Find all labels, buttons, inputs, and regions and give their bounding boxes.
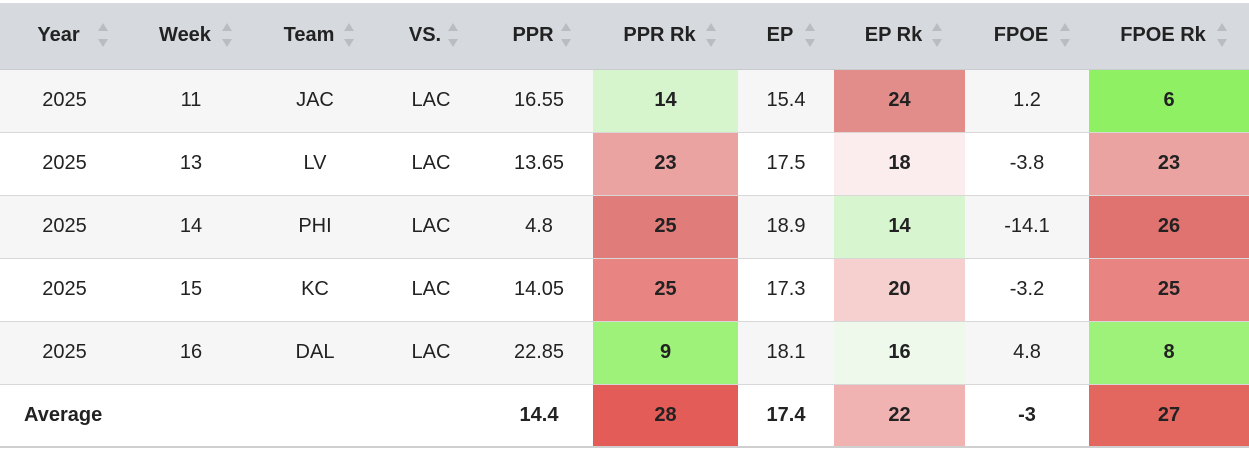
cell-year: 2025 [0, 321, 129, 385]
column-header-year[interactable]: Year [0, 3, 129, 70]
cell-vs: LAC [377, 69, 485, 133]
cell-ppr-rk: 14 [593, 69, 738, 133]
column-header-label: FPOE Rk [1120, 24, 1206, 47]
average-ppr-rk: 28 [593, 384, 738, 448]
cell-week: 13 [129, 132, 253, 196]
table-row: 2025 14 PHI LAC 4.8 25 18.9 14 -14.1 26 [0, 195, 1249, 259]
cell-fpoe-rk: 25 [1089, 258, 1249, 322]
cell-fpoe: -14.1 [965, 195, 1089, 259]
sort-arrows-icon[interactable] [448, 21, 458, 49]
cell-ep: 18.1 [738, 321, 834, 385]
cell-fpoe-rk: 26 [1089, 195, 1249, 259]
table-row: 2025 16 DAL LAC 22.85 9 18.1 16 4.8 8 [0, 321, 1249, 385]
average-row: Average 14.4 28 17.4 22 -3 27 [0, 384, 1249, 448]
column-header-fpoe-rk[interactable]: FPOE Rk [1089, 3, 1249, 70]
cell-fpoe-rk: 23 [1089, 132, 1249, 196]
cell-fpoe: 1.2 [965, 69, 1089, 133]
average-label: Average [0, 384, 485, 448]
sort-arrows-icon[interactable] [344, 21, 354, 49]
average-ep: 17.4 [738, 384, 834, 448]
cell-year: 2025 [0, 69, 129, 133]
sort-arrows-icon[interactable] [706, 21, 716, 49]
column-header-label: PPR Rk [623, 24, 696, 47]
column-header-label: EP Rk [864, 24, 923, 47]
column-header-ep-rk[interactable]: EP Rk [834, 3, 965, 70]
column-header-fpoe[interactable]: FPOE [965, 3, 1089, 70]
column-header-label: VS. [408, 24, 442, 47]
header-row: Year Week Team VS. PPR PPR Rk EP EP Rk FPOE FPOE … [0, 3, 1249, 70]
cell-team: LV [253, 132, 377, 196]
cell-ep-rk: 24 [834, 69, 965, 133]
table-row: 2025 15 KC LAC 14.05 25 17.3 20 -3.2 25 [0, 258, 1249, 322]
cell-fpoe: 4.8 [965, 321, 1089, 385]
cell-ep-rk: 18 [834, 132, 965, 196]
cell-ppr: 14.05 [485, 258, 593, 322]
cell-ppr: 16.55 [485, 69, 593, 133]
cell-team: KC [253, 258, 377, 322]
column-header-week[interactable]: Week [129, 3, 253, 70]
cell-ep: 18.9 [738, 195, 834, 259]
column-header-ppr-rk[interactable]: PPR Rk [593, 3, 738, 70]
cell-team: DAL [253, 321, 377, 385]
cell-ep: 15.4 [738, 69, 834, 133]
cell-vs: LAC [377, 321, 485, 385]
column-header-label: Team [283, 24, 335, 47]
cell-vs: LAC [377, 258, 485, 322]
sort-arrows-icon[interactable] [932, 21, 942, 49]
average-ppr: 14.4 [485, 384, 593, 448]
cell-ppr-rk: 9 [593, 321, 738, 385]
cell-ppr: 22.85 [485, 321, 593, 385]
cell-week: 16 [129, 321, 253, 385]
cell-vs: LAC [377, 195, 485, 259]
cell-fpoe: -3.8 [965, 132, 1089, 196]
table-header: Year Week Team VS. PPR PPR Rk EP EP Rk FPOE FPOE … [0, 3, 1249, 70]
column-header-label: Week [159, 24, 211, 47]
stats-table: Year Week Team VS. PPR PPR Rk EP EP Rk FPOE FPOE … [0, 3, 1249, 448]
cell-ep-rk: 20 [834, 258, 965, 322]
cell-year: 2025 [0, 258, 129, 322]
column-header-label: EP [766, 24, 794, 47]
column-header-label: PPR [512, 24, 554, 47]
cell-year: 2025 [0, 195, 129, 259]
cell-ppr: 13.65 [485, 132, 593, 196]
column-header-label: Year [37, 24, 80, 47]
cell-year: 2025 [0, 132, 129, 196]
average-fpoe-rk: 27 [1089, 384, 1249, 448]
cell-vs: LAC [377, 132, 485, 196]
sort-arrows-icon[interactable] [805, 21, 815, 49]
column-header-vs[interactable]: VS. [377, 3, 485, 70]
cell-ppr-rk: 25 [593, 258, 738, 322]
cell-ppr: 4.8 [485, 195, 593, 259]
sort-arrows-icon[interactable] [222, 21, 232, 49]
column-header-label: FPOE [993, 24, 1049, 47]
average-fpoe: -3 [965, 384, 1089, 448]
cell-ep-rk: 16 [834, 321, 965, 385]
cell-ep-rk: 14 [834, 195, 965, 259]
cell-week: 11 [129, 69, 253, 133]
cell-ep: 17.3 [738, 258, 834, 322]
sort-arrows-icon[interactable] [1060, 21, 1070, 49]
cell-team: JAC [253, 69, 377, 133]
cell-fpoe: -3.2 [965, 258, 1089, 322]
column-header-ppr[interactable]: PPR [485, 3, 593, 70]
column-header-team[interactable]: Team [253, 3, 377, 70]
cell-fpoe-rk: 8 [1089, 321, 1249, 385]
average-ep-rk: 22 [834, 384, 965, 448]
column-header-ep[interactable]: EP [738, 3, 834, 70]
cell-team: PHI [253, 195, 377, 259]
table-row: 2025 11 JAC LAC 16.55 14 15.4 24 1.2 6 [0, 69, 1249, 133]
sort-arrows-icon[interactable] [1217, 21, 1227, 49]
sort-arrows-icon[interactable] [98, 21, 108, 49]
table-body: 2025 11 JAC LAC 16.55 14 15.4 24 1.2 6 2025 13 LV LAC… [0, 69, 1249, 448]
sort-arrows-icon[interactable] [561, 21, 571, 49]
cell-week: 15 [129, 258, 253, 322]
cell-ep: 17.5 [738, 132, 834, 196]
cell-week: 14 [129, 195, 253, 259]
table-row: 2025 13 LV LAC 13.65 23 17.5 18 -3.8 23 [0, 132, 1249, 196]
cell-ppr-rk: 23 [593, 132, 738, 196]
cell-ppr-rk: 25 [593, 195, 738, 259]
cell-fpoe-rk: 6 [1089, 69, 1249, 133]
